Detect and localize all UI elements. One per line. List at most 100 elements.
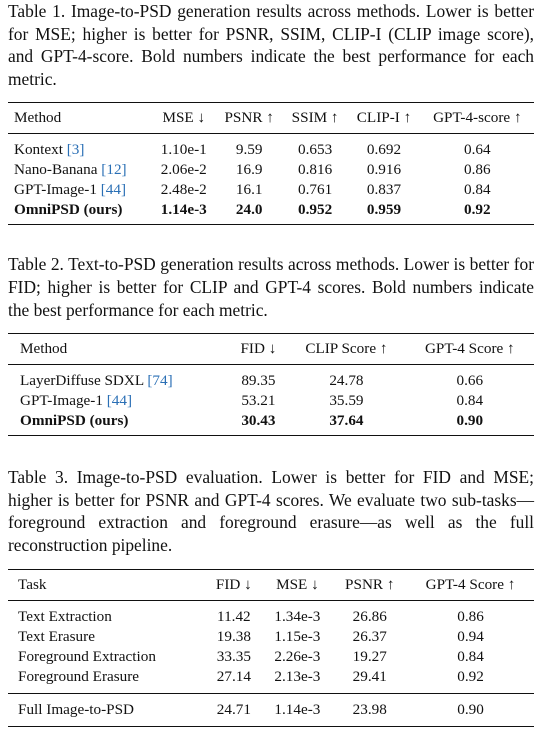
method-name: Nano-Banana: [14, 161, 98, 179]
table-cell: 1.10e-1: [160, 141, 207, 159]
header-cell: Method: [8, 102, 153, 135]
table-cell: 24.71: [205, 692, 263, 727]
table-row: Nano-Banana [12] 2.06e-2 16.9 0.816 0.916 0.8…: [8, 160, 534, 180]
header-cell: GPT-4 Score ↑: [407, 569, 534, 601]
table-header: Method FID ↓ CLIP Score ↑ GPT-4 Score ↑: [8, 333, 534, 366]
header-cell: GPT-4 Score ↑: [405, 333, 534, 366]
table-cell: 30.43: [241, 412, 276, 430]
citation: [3]: [66, 141, 85, 159]
table-cell: 0.84: [456, 392, 484, 410]
table-cell: GPT-Image-1 [44]: [8, 180, 152, 200]
header-cell: CLIP-I ↑: [347, 102, 421, 135]
table-cell: 0.84: [464, 181, 491, 199]
table-cell: 24.78: [329, 372, 364, 390]
citation: [12]: [101, 161, 127, 179]
header-cell: FID ↓: [205, 569, 263, 601]
table-caption: Table 3. Image-to-PSD evaluation. Lower …: [8, 467, 534, 555]
table-cell: 0.692: [366, 141, 402, 159]
table-row: Text Erasure 19.38 1.15e-3 26.37 0.94: [8, 627, 534, 647]
header-cell: SSIM ↑: [282, 102, 348, 135]
table-cell: OmniPSD (ours): [20, 412, 129, 430]
method-name: GPT-Image-1: [14, 181, 97, 199]
table-cell: 37.64: [329, 412, 364, 430]
table-cell: 0.653: [298, 141, 333, 159]
table-cell: 0.64: [464, 141, 491, 159]
table-row: Foreground Extraction 33.35 2.26e-3 19.27 0.…: [8, 647, 534, 667]
table-cell: Text Extraction: [18, 607, 112, 625]
table-cell: 1.34e-3: [274, 607, 321, 625]
table-cell: 35.59: [329, 392, 364, 410]
header-cell: CLIP Score ↑: [287, 333, 406, 366]
table-cell: 0.94: [457, 627, 484, 645]
table-cell: 0.959: [366, 201, 402, 219]
header-cell: PSNR ↑: [215, 102, 283, 135]
table-cell: 0.816: [298, 161, 333, 179]
table-cell: 0.86: [464, 161, 491, 179]
table-cell: 2.06e-2: [160, 161, 207, 179]
table-cell: 0.90: [407, 692, 534, 727]
table-header: Task FID ↓ MSE ↓ PSNR ↑ GPT-4 Score ↑: [8, 569, 534, 601]
table-cell: 0.92: [464, 201, 491, 219]
table-cell: 2.48e-2: [160, 181, 207, 199]
table-cell: 0.916: [366, 161, 402, 179]
results-table: Method FID ↓ CLIP Score ↑ GPT-4 Score ↑ Laye…: [8, 333, 534, 437]
table-body: LayerDiffuse SDXL [74] 89.35 24.78 0.66 GPT-…: [8, 365, 534, 436]
table-cell: 0.761: [298, 181, 333, 199]
header-cell: Method: [8, 333, 230, 366]
table-row: Full Image-to-PSD 24.71 1.14e-3 23.98 0.90: [8, 692, 534, 727]
table-cell: Foreground Erasure: [18, 667, 140, 685]
header-cell: GPT-4-score ↑: [420, 102, 534, 135]
method-name: Kontext: [14, 141, 63, 159]
table-section: Table 3. Image-to-PSD evaluation. Lower …: [8, 466, 534, 727]
table-cell: 0.92: [457, 667, 484, 685]
table-row: OmniPSD (ours) 1.14e-3 24.0 0.952 0.959 0.92: [8, 200, 534, 225]
citation: [44]: [100, 181, 127, 199]
table-cell: Foreground Extraction: [18, 647, 156, 665]
table-caption: Table 2. Text-to-PSD generation results …: [8, 254, 534, 320]
method-name: GPT-Image-1: [20, 392, 103, 410]
table-cell: 0.837: [366, 181, 402, 199]
table-caption: Table 1. Image-to-PSD generation results…: [8, 1, 534, 89]
table-cell: 26.37: [352, 627, 387, 645]
method-name: LayerDiffuse SDXL: [20, 372, 144, 390]
table-cell: Kontext [3]: [8, 134, 152, 161]
results-table: Task FID ↓ MSE ↓ PSNR ↑ GPT-4 Score ↑ Text Ex…: [8, 568, 534, 727]
table-cell: 16.1: [235, 181, 263, 199]
citation: [44]: [106, 392, 133, 410]
table-cell: 2.26e-3: [274, 647, 321, 665]
table-body: Kontext [3] 1.10e-1 9.59 0.653 0.692 0.64 Nano…: [8, 134, 534, 225]
header-row: Method MSE ↓ PSNR ↑ SSIM ↑ CLIP-I ↑ GPT-4-sco…: [8, 102, 534, 135]
table-cell: 0.84: [457, 647, 484, 665]
table-cell: Nano-Banana [12]: [8, 160, 152, 180]
header-cell: PSNR ↑: [332, 569, 408, 601]
table-section: Table 2. Text-to-PSD generation results …: [8, 253, 534, 437]
table-row: Text Extraction 11.42 1.34e-3 26.86 0.86: [8, 600, 534, 627]
table-cell: 19.27: [352, 647, 387, 665]
table-row: Kontext [3] 1.10e-1 9.59 0.653 0.692 0.64: [8, 134, 534, 161]
table-cell: 29.41: [352, 667, 387, 685]
table-cell: Text Erasure: [18, 627, 95, 645]
table-row: GPT-Image-1 [44] 2.48e-2 16.1 0.761 0.837 0.8…: [8, 180, 534, 200]
table-cell: 19.38: [216, 627, 251, 645]
table-cell: 33.35: [216, 647, 251, 665]
header-cell: FID ↓: [229, 333, 288, 366]
table-cell: 11.42: [217, 607, 251, 625]
table-cell: 1.14e-3: [160, 201, 207, 219]
table-cell: LayerDiffuse SDXL [74]: [8, 365, 230, 392]
table-row: Foreground Erasure 27.14 2.13e-3 29.41 0.92: [8, 667, 534, 694]
table-cell: 0.952: [298, 201, 333, 219]
table-body: Text Extraction 11.42 1.34e-3 26.86 0.86 Text…: [8, 600, 534, 727]
table-section: Table 1. Image-to-PSD generation results…: [8, 0, 534, 226]
table-cell: 0.90: [456, 412, 484, 430]
table-cell: 24.0: [235, 201, 263, 219]
table-row: OmniPSD (ours) 30.43 37.64 0.90: [8, 411, 534, 436]
table-cell: Full Image-to-PSD: [8, 692, 206, 727]
document: Table 1. Image-to-PSD generation results…: [8, 0, 534, 727]
header-cell: MSE ↓: [152, 102, 216, 135]
header-row: Task FID ↓ MSE ↓ PSNR ↑ GPT-4 Score ↑: [8, 569, 534, 601]
table-cell: 1.14e-3: [262, 692, 333, 727]
table-cell: 23.98: [332, 692, 408, 727]
results-table: Method MSE ↓ PSNR ↑ SSIM ↑ CLIP-I ↑ GPT-4-sco…: [8, 102, 534, 226]
table-cell: 27.14: [216, 667, 251, 685]
